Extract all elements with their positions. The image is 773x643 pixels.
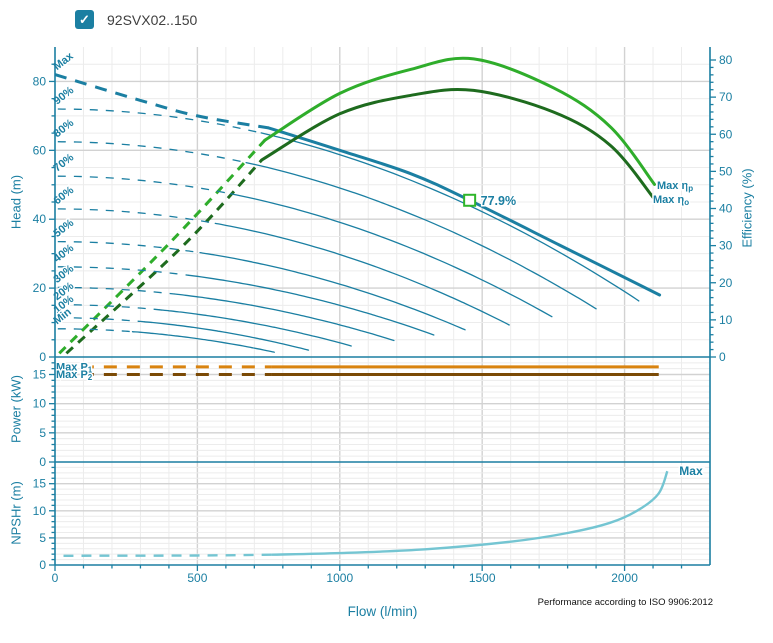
efficiency-tick-label: 70 [719,90,733,104]
speed-curve-dashed-90% [57,108,262,134]
efficiency-tick-label: 60 [719,127,733,141]
power-tick-label: 5 [39,426,46,440]
duty-point-marker[interactable] [463,193,477,207]
speed-curve-dashed-20% [57,303,160,311]
duty-point-efficiency-label: 77.9% [481,194,516,208]
x-tick-label: 0 [52,571,59,585]
efficiency-curve-dashed-p [58,139,267,355]
speed-curve-40% [188,274,435,336]
npshr-tick-label: 5 [39,531,46,545]
speed-curve-dashed-Max [54,73,269,130]
speed-curve-dashed-40% [57,266,189,276]
duty-point[interactable]: 77.9% [463,192,518,209]
head-tick-label: 20 [33,281,47,295]
npshr-axis-title: NPSHr (m) [8,481,24,545]
speed-curve-dashed-80% [57,141,247,164]
speed-curve-80% [245,161,597,310]
axes: 0 500 1000 1500 2000020406080010203040506070… [33,47,733,585]
power-line-label-p1: Max P1 [56,361,93,374]
x-tick-label: 2000 [611,571,638,585]
speed-curve-dashed-Min [57,328,133,333]
speed-curve-30% [173,293,395,342]
power-tick-label: 15 [33,368,47,382]
speed-curve-dashed-60% [57,208,216,225]
speed-curve-Max [267,126,662,297]
pump-model-label: 92SVX02..150 [107,11,198,28]
speed-curve-70% [230,193,553,318]
checkmark-icon: ✓ [79,12,90,27]
npshr-curve-dashed [63,553,272,557]
efficiency-axis-title: Efficiency (%) [739,168,755,248]
grid [55,47,710,565]
speed-curve-Min [131,331,275,353]
max-etap-label: Max ηp [657,180,693,193]
speed-curve-20% [158,309,352,347]
speed-curve-dashed-50% [57,240,201,254]
npshr-tick-label: 0 [39,558,46,572]
speed-curve-50% [199,251,466,331]
efficiency-tick-label: 20 [719,276,733,290]
npshr-curve [271,470,669,556]
head-tick-label: 40 [33,212,47,226]
head-tick-label: 60 [33,143,47,157]
speed-curve-90% [260,132,640,302]
iso-standard-note: Performance according to ISO 9906:2012 [537,597,713,608]
npshr-tick-label: 10 [33,504,47,518]
speed-curve-dashed-30% [57,286,175,295]
efficiency-tick-label: 0 [719,350,726,364]
efficiency-tick-label: 40 [719,202,733,216]
power-tick-label: 0 [39,455,46,469]
npshr-max-label: Max [679,464,703,478]
efficiency-curve-p [263,56,656,186]
x-tick-label: 1000 [326,571,353,585]
efficiency-tick-label: 80 [719,53,733,67]
head-tick-label: 0 [39,350,46,364]
efficiency-tick-label: 30 [719,239,733,253]
x-tick-label: 500 [187,571,207,585]
efficiency-dashed-extensions [58,139,267,355]
efficiency-curve-o [260,87,656,201]
pump-model-checkbox[interactable]: ✓ [75,10,94,29]
speed-curve-10% [143,321,310,351]
power-tick-label: 10 [33,397,47,411]
speed-curve-60% [214,222,510,326]
efficiency-tick-label: 50 [719,164,733,178]
power-axis-title: Power (kW) [8,375,24,443]
head-axis-title: Head (m) [8,174,24,230]
power-line-label-p2: Max P2 [56,369,93,382]
speed-curve-dashed-70% [57,175,231,195]
head-tick-label: 80 [33,74,47,88]
max-etao-label: Max ηo [653,194,689,207]
efficiency-tick-label: 10 [719,313,733,327]
npshr-tick-label: 15 [33,477,47,491]
speed-curve-dashed-10% [57,317,145,323]
npshr-curve-group: Max [63,463,704,557]
pump-model-row: ✓ 92SVX02..150 [75,10,197,29]
x-axis-title: Flow (l/min) [347,604,418,619]
x-tick-label: 1500 [469,571,496,585]
